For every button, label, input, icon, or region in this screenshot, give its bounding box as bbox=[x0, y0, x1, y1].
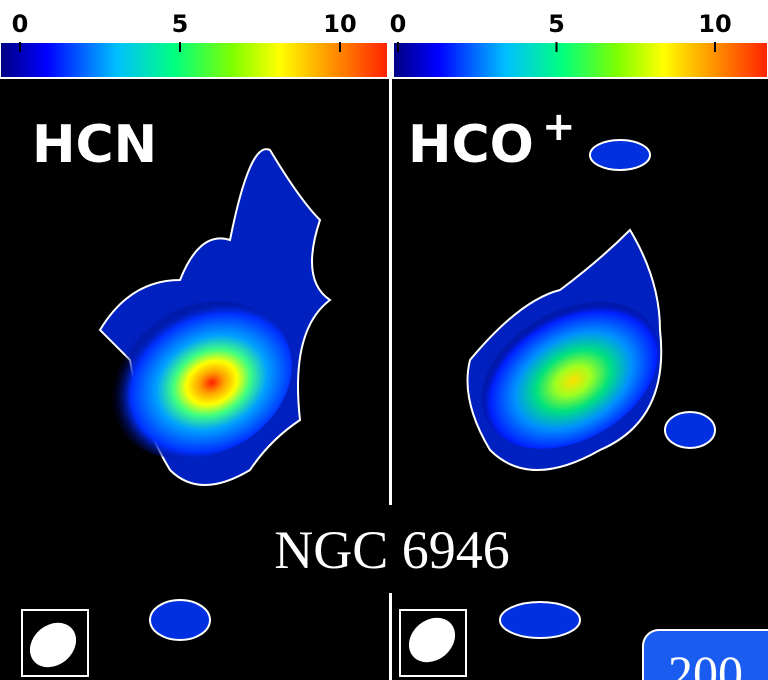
colorbar-tick-label: 5 bbox=[172, 10, 189, 38]
panel-label: HCO bbox=[408, 115, 534, 175]
colorbar bbox=[393, 42, 768, 78]
colorbar-tick-label: 10 bbox=[323, 10, 356, 38]
colorbar-tick-label: 0 bbox=[390, 10, 407, 38]
colorbar-tick-label: 0 bbox=[12, 10, 29, 38]
figure: HCN HCO + NGC 6946 200 0 5 10 0 5 10 bbox=[0, 0, 768, 680]
panel-label: HCN bbox=[32, 115, 157, 175]
beam bbox=[21, 614, 85, 677]
beam bbox=[400, 609, 464, 672]
colorbar-tick-label: 5 bbox=[548, 10, 565, 38]
colorbar-tick-label: 10 bbox=[698, 10, 731, 38]
panel-label-superscript: + bbox=[542, 104, 576, 150]
tick-strip bbox=[0, 0, 768, 42]
badge: 200 bbox=[668, 645, 743, 680]
caption: NGC 6946 bbox=[274, 520, 510, 580]
colorbar bbox=[0, 42, 388, 78]
